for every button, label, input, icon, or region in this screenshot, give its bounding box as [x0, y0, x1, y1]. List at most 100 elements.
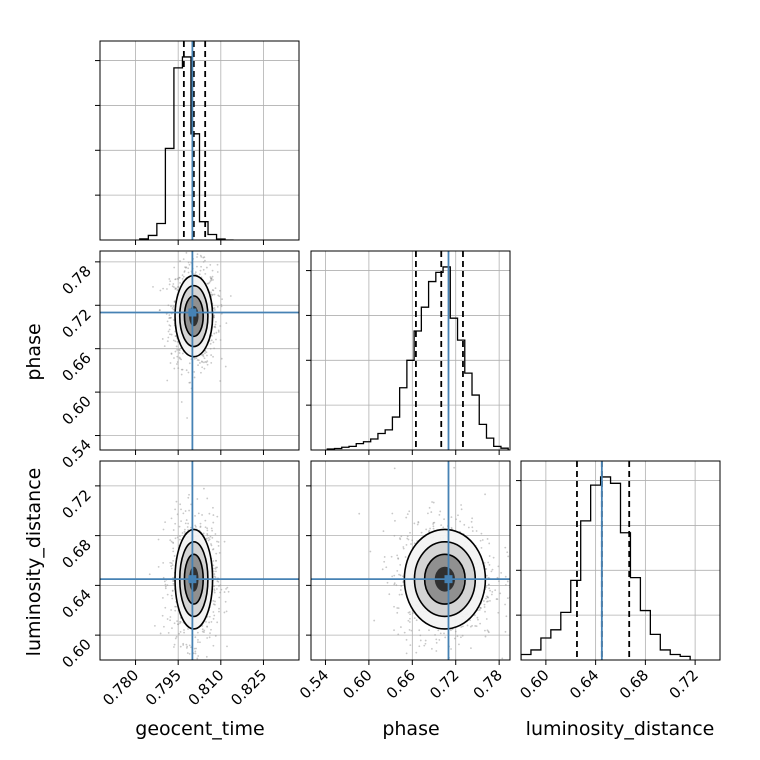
sample-point [218, 607, 220, 610]
sample-point [201, 630, 204, 633]
truth-marker [188, 575, 197, 584]
sample-point [210, 628, 212, 631]
sample-point [174, 350, 177, 353]
sample-point [216, 540, 218, 543]
sample-point [424, 639, 427, 642]
sample-point [467, 526, 470, 529]
sample-point [453, 637, 456, 640]
sample-point [408, 621, 411, 623]
sample-point [174, 522, 177, 525]
sample-point [458, 643, 460, 646]
sample-point [393, 574, 396, 577]
x-tick-label-phase: 0.78 [470, 666, 506, 702]
sample-point [358, 512, 361, 515]
sample-point [420, 531, 423, 534]
sample-point [214, 634, 217, 637]
sample-point [188, 653, 191, 655]
sample-point [162, 561, 165, 564]
sample-point [161, 597, 164, 599]
sample-point [194, 514, 196, 517]
sample-point [202, 532, 205, 535]
sample-point [456, 635, 459, 638]
sample-point [159, 632, 162, 635]
sample-point [413, 617, 416, 620]
sample-point [225, 610, 228, 613]
sample-point [208, 636, 211, 639]
sample-point [210, 354, 213, 356]
sample-point [483, 603, 486, 606]
sample-point [178, 348, 181, 351]
sample-point [386, 581, 389, 584]
sample-point [176, 348, 178, 351]
sample-point [213, 293, 216, 296]
sample-point [480, 532, 483, 535]
sample-point [507, 555, 510, 558]
sample-point [430, 511, 433, 513]
x-axis-label-phase: phase [382, 718, 439, 740]
panel-frame [99, 460, 300, 661]
sample-point [174, 637, 177, 640]
sample-point [202, 260, 205, 263]
sample-point [201, 624, 204, 627]
sample-point [215, 560, 217, 562]
sample-point [504, 546, 507, 549]
sample-point [490, 570, 493, 573]
sample-point [158, 309, 161, 312]
sample-point [217, 329, 220, 332]
sample-point [217, 541, 220, 543]
sample-point [219, 591, 222, 594]
sample-point [427, 512, 429, 515]
sample-point [187, 522, 190, 525]
sample-point [195, 526, 197, 528]
sample-point [205, 655, 208, 658]
sample-point [157, 538, 160, 541]
sample-point [460, 508, 463, 511]
sample-point [506, 551, 509, 554]
sample-point [208, 512, 211, 515]
sample-point [469, 619, 471, 622]
sample-point [182, 512, 185, 515]
x-tick-label-luminosity_distance: 0.68 [616, 666, 652, 702]
sample-point [399, 574, 402, 577]
sample-point [205, 620, 207, 623]
sample-point [178, 632, 180, 635]
sample-point [484, 493, 486, 496]
sample-point [164, 585, 167, 588]
sample-point [187, 496, 190, 499]
sample-point [180, 520, 182, 523]
sample-point [183, 530, 186, 533]
sample-point [204, 519, 207, 522]
sample-point [424, 642, 427, 645]
sample-point [206, 363, 209, 366]
sample-point [171, 590, 174, 592]
sample-point [218, 295, 221, 298]
sample-point [369, 550, 372, 553]
sample-point [213, 575, 216, 578]
sample-point [206, 625, 208, 628]
sample-point [470, 520, 473, 523]
sample-point [398, 537, 401, 539]
sample-point [186, 652, 189, 654]
sample-point [161, 614, 164, 617]
sample-point [211, 275, 214, 278]
sample-point [190, 646, 192, 649]
y-axis-label-luminosity-distance: luminosity_distance [23, 468, 45, 657]
sample-point [208, 281, 211, 284]
y-tick-label-phase: 0.66 [58, 349, 94, 385]
sample-point [179, 535, 181, 538]
panel-frame [99, 250, 300, 451]
sample-point [170, 594, 173, 597]
sample-point [187, 267, 190, 270]
sample-point [428, 506, 431, 509]
panel-phase-phase [306, 250, 511, 455]
sample-point [208, 538, 211, 541]
sample-point [174, 278, 177, 281]
sample-point [201, 628, 204, 631]
sample-point [213, 573, 216, 575]
x-axis-label-geocent-time: geocent_time [135, 718, 264, 740]
sample-point [205, 361, 208, 364]
sample-point [501, 657, 504, 660]
sample-point [187, 271, 190, 274]
sample-point [194, 524, 197, 527]
sample-point [208, 615, 211, 618]
